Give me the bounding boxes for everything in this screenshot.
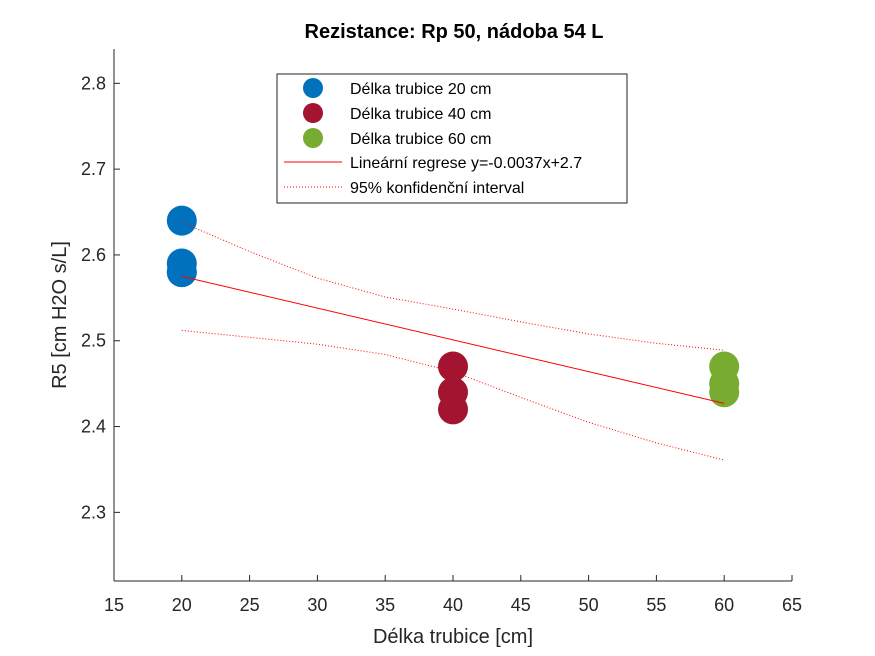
legend-label-40cm: Délka trubice 40 cm — [350, 106, 491, 123]
y-tick-label: 2.3 — [81, 502, 106, 522]
x-tick-label: 45 — [511, 595, 531, 615]
data-point-series-0 — [166, 257, 197, 288]
y-tick-label: 2.7 — [81, 159, 106, 179]
data-point-series-0 — [166, 205, 197, 236]
legend-label-20cm: Délka trubice 20 cm — [350, 81, 491, 98]
x-tick-label: 60 — [714, 595, 734, 615]
legend-label-regression: Lineární regrese y=-0.0037x+2.7 — [350, 155, 582, 172]
x-tick-label: 30 — [307, 595, 327, 615]
x-tick-label: 35 — [375, 595, 395, 615]
x-tick-label: 65 — [782, 595, 802, 615]
legend-marker-40cm — [303, 103, 323, 123]
x-axis-label: Délka trubice [cm] — [373, 626, 533, 648]
x-tick-label: 25 — [240, 595, 260, 615]
regression-line — [181, 275, 725, 404]
data-layer — [166, 205, 740, 461]
x-tick-label: 55 — [646, 595, 666, 615]
x-tick-label: 40 — [443, 595, 463, 615]
x-ticks: 15 20 25 30 35 40 45 50 55 60 65 — [104, 575, 802, 615]
legend-marker-60cm — [303, 128, 323, 148]
data-point-series-2 — [709, 377, 740, 408]
confidence-upper-line — [181, 221, 725, 351]
y-tick-label: 2.8 — [81, 73, 106, 93]
confidence-lower-line — [181, 329, 725, 461]
y-axis-label: R5 [cm H2O s/L] — [49, 241, 71, 389]
legend-label-60cm: Délka trubice 60 cm — [350, 131, 491, 148]
y-tick-label: 2.5 — [81, 331, 106, 351]
legend-box — [276, 73, 628, 204]
data-point-series-1 — [438, 351, 468, 382]
legend-marker-20cm — [303, 78, 323, 98]
data-point-series-1 — [438, 394, 468, 425]
y-tick-label: 2.4 — [81, 417, 106, 437]
y-ticks: 2.3 2.4 2.5 2.6 2.7 2.8 — [81, 73, 120, 522]
x-tick-label: 15 — [104, 595, 124, 615]
x-tick-label: 50 — [579, 595, 599, 615]
legend: Délka trubice 20 cm Délka trubice 40 cm … — [276, 73, 628, 204]
y-tick-label: 2.6 — [81, 245, 106, 265]
legend-label-ci: 95% konfidenční interval — [350, 180, 524, 197]
chart-title: Rezistance: Rp 50, nádoba 54 L — [305, 21, 604, 43]
x-tick-label: 20 — [172, 595, 192, 615]
